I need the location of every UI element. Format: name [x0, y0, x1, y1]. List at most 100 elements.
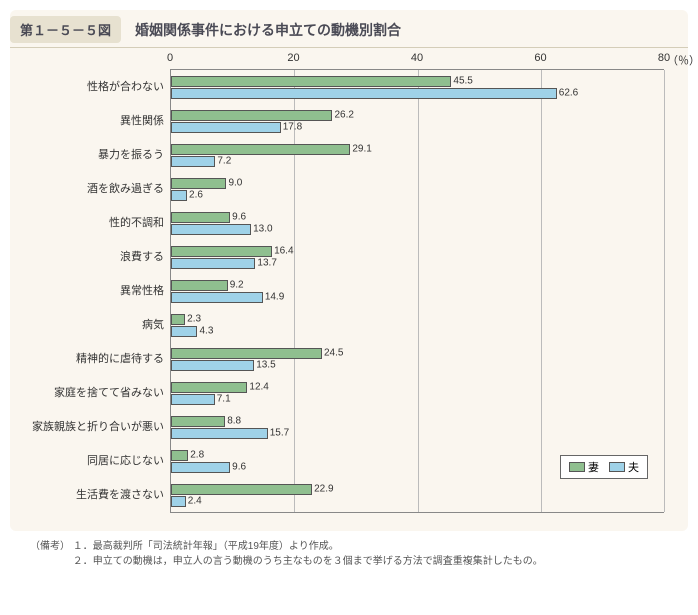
- bar-value: 26.2: [334, 110, 353, 121]
- category-label: 家庭を捨てて省みない: [20, 376, 170, 410]
- category-group: 9.214.9: [171, 274, 664, 308]
- bar-value: 13.7: [257, 258, 276, 269]
- notes-prefix: （備考）: [30, 541, 70, 552]
- note-line-2: ２．申立ての動機は，申立人の言う動機のうち主なものを３個まで挙げる方法で調査重複…: [73, 556, 543, 567]
- bar-夫: 7.1: [171, 394, 215, 405]
- bar-夫: 7.2: [171, 156, 215, 167]
- bar-妻: 22.9: [171, 484, 312, 495]
- bar-value: 2.4: [188, 496, 202, 507]
- bar-妻: 2.8: [171, 450, 188, 461]
- bar-妻: 29.1: [171, 144, 350, 155]
- category-group: 12.47.1: [171, 376, 664, 410]
- x-tick: 40: [411, 52, 423, 64]
- bar-value: 8.8: [227, 416, 241, 427]
- category-label: 精神的に虐待する: [20, 342, 170, 376]
- category-labels-column: 性格が合わない異性関係暴力を振るう酒を飲み過ぎる性的不調和浪費する異常性格病気精…: [20, 70, 170, 513]
- bar-value: 9.2: [230, 280, 244, 291]
- notes: （備考） １．最高裁判所「司法統計年報」（平成19年度）より作成。 （備考） ２…: [10, 531, 688, 569]
- gridline: [664, 70, 665, 512]
- category-group: 29.17.2: [171, 138, 664, 172]
- bar-夫: 4.3: [171, 326, 197, 337]
- x-tick: 80: [658, 52, 670, 64]
- bar-夫: 13.0: [171, 224, 251, 235]
- category-group: 9.02.6: [171, 172, 664, 206]
- bar-value: 2.6: [189, 190, 203, 201]
- bar-妻: 9.0: [171, 178, 226, 189]
- category-group: 16.413.7: [171, 240, 664, 274]
- legend-item: 妻: [569, 459, 599, 475]
- bar-妻: 12.4: [171, 382, 247, 393]
- x-axis-plot: （％） 020406080: [170, 52, 664, 70]
- bar-value: 16.4: [274, 246, 293, 257]
- category-label: 同居に応じない: [20, 444, 170, 478]
- bar-value: 17.8: [283, 122, 302, 133]
- category-label: 暴力を振るう: [20, 138, 170, 172]
- legend-swatch: [569, 462, 585, 472]
- category-label: 異常性格: [20, 274, 170, 308]
- bar-妻: 16.4: [171, 246, 272, 257]
- category-group: 22.92.4: [171, 478, 664, 512]
- category-group: 9.613.0: [171, 206, 664, 240]
- title-bar: 第１－５－５図 婚姻関係事件における申立ての動機別割合: [10, 10, 688, 48]
- bar-妻: 24.5: [171, 348, 322, 359]
- x-axis: （％） 020406080: [20, 52, 664, 70]
- legend-item: 夫: [609, 459, 639, 475]
- figure-title: 婚姻関係事件における申立ての動機別割合: [135, 20, 401, 40]
- bar-妻: 9.2: [171, 280, 228, 291]
- category-label: 病気: [20, 308, 170, 342]
- bar-夫: 2.4: [171, 496, 186, 507]
- category-group: 24.513.5: [171, 342, 664, 376]
- bar-夫: 17.8: [171, 122, 281, 133]
- category-label: 異性関係: [20, 104, 170, 138]
- bar-value: 29.1: [352, 144, 371, 155]
- bar-value: 12.4: [249, 382, 268, 393]
- bar-value: 4.3: [199, 326, 213, 337]
- x-tick: 0: [167, 52, 173, 64]
- category-label: 性的不調和: [20, 206, 170, 240]
- bar-value: 9.6: [232, 462, 246, 473]
- bar-value: 9.6: [232, 212, 246, 223]
- bar-妻: 45.5: [171, 76, 451, 87]
- bar-value: 15.7: [270, 428, 289, 439]
- category-group: 45.562.6: [171, 70, 664, 104]
- bar-妻: 8.8: [171, 416, 225, 427]
- legend-label: 夫: [628, 459, 639, 475]
- bar-value: 45.5: [453, 76, 472, 87]
- category-label: 家族親族と折り合いが悪い: [20, 410, 170, 444]
- bar-value: 13.0: [253, 224, 272, 235]
- bar-value: 2.3: [187, 314, 201, 325]
- legend-swatch: [609, 462, 625, 472]
- note-line-1: １．最高裁判所「司法統計年報」（平成19年度）より作成。: [73, 541, 339, 552]
- figure-number: 第１－５－５図: [10, 16, 121, 43]
- bars-column: 45.562.626.217.829.17.29.02.69.613.016.4…: [170, 70, 664, 513]
- category-label: 酒を飲み過ぎる: [20, 172, 170, 206]
- plot-body: 性格が合わない異性関係暴力を振るう酒を飲み過ぎる性的不調和浪費する異常性格病気精…: [20, 70, 664, 513]
- bar-value: 13.5: [256, 360, 275, 371]
- bar-value: 7.1: [217, 394, 231, 405]
- bar-value: 9.0: [228, 178, 242, 189]
- bar-value: 22.9: [314, 484, 333, 495]
- bar-夫: 62.6: [171, 88, 557, 99]
- legend: 妻夫: [560, 455, 648, 479]
- category-group: 26.217.8: [171, 104, 664, 138]
- figure-container: 第１－５－５図 婚姻関係事件における申立ての動機別割合 （％） 02040608…: [10, 10, 688, 531]
- bar-妻: 9.6: [171, 212, 230, 223]
- chart-area: （％） 020406080 性格が合わない異性関係暴力を振るう酒を飲み過ぎる性的…: [10, 48, 688, 519]
- bar-夫: 2.6: [171, 190, 187, 201]
- category-label: 性格が合わない: [20, 70, 170, 104]
- bar-妻: 26.2: [171, 110, 332, 121]
- bar-value: 14.9: [265, 292, 284, 303]
- category-group: 2.34.3: [171, 308, 664, 342]
- bar-value: 24.5: [324, 348, 343, 359]
- bar-夫: 15.7: [171, 428, 268, 439]
- bar-夫: 9.6: [171, 462, 230, 473]
- bar-夫: 14.9: [171, 292, 263, 303]
- bar-value: 62.6: [559, 88, 578, 99]
- legend-label: 妻: [588, 459, 599, 475]
- category-label: 浪費する: [20, 240, 170, 274]
- x-tick: 60: [534, 52, 546, 64]
- category-label: 生活費を渡さない: [20, 478, 170, 512]
- unit-label: （％）: [667, 52, 698, 68]
- category-group: 8.815.7: [171, 410, 664, 444]
- x-tick: 20: [287, 52, 299, 64]
